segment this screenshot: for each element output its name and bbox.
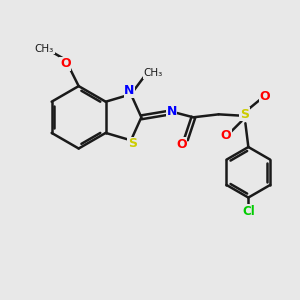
Text: S: S [128,137,137,150]
Text: N: N [124,84,135,97]
Text: CH₃: CH₃ [35,44,54,54]
Text: N: N [167,105,177,118]
Text: Cl: Cl [242,205,255,218]
Text: S: S [240,108,249,121]
Text: O: O [260,90,270,103]
Text: O: O [60,57,70,70]
Text: O: O [221,129,231,142]
Text: CH₃: CH₃ [144,68,163,79]
Text: O: O [176,138,187,151]
